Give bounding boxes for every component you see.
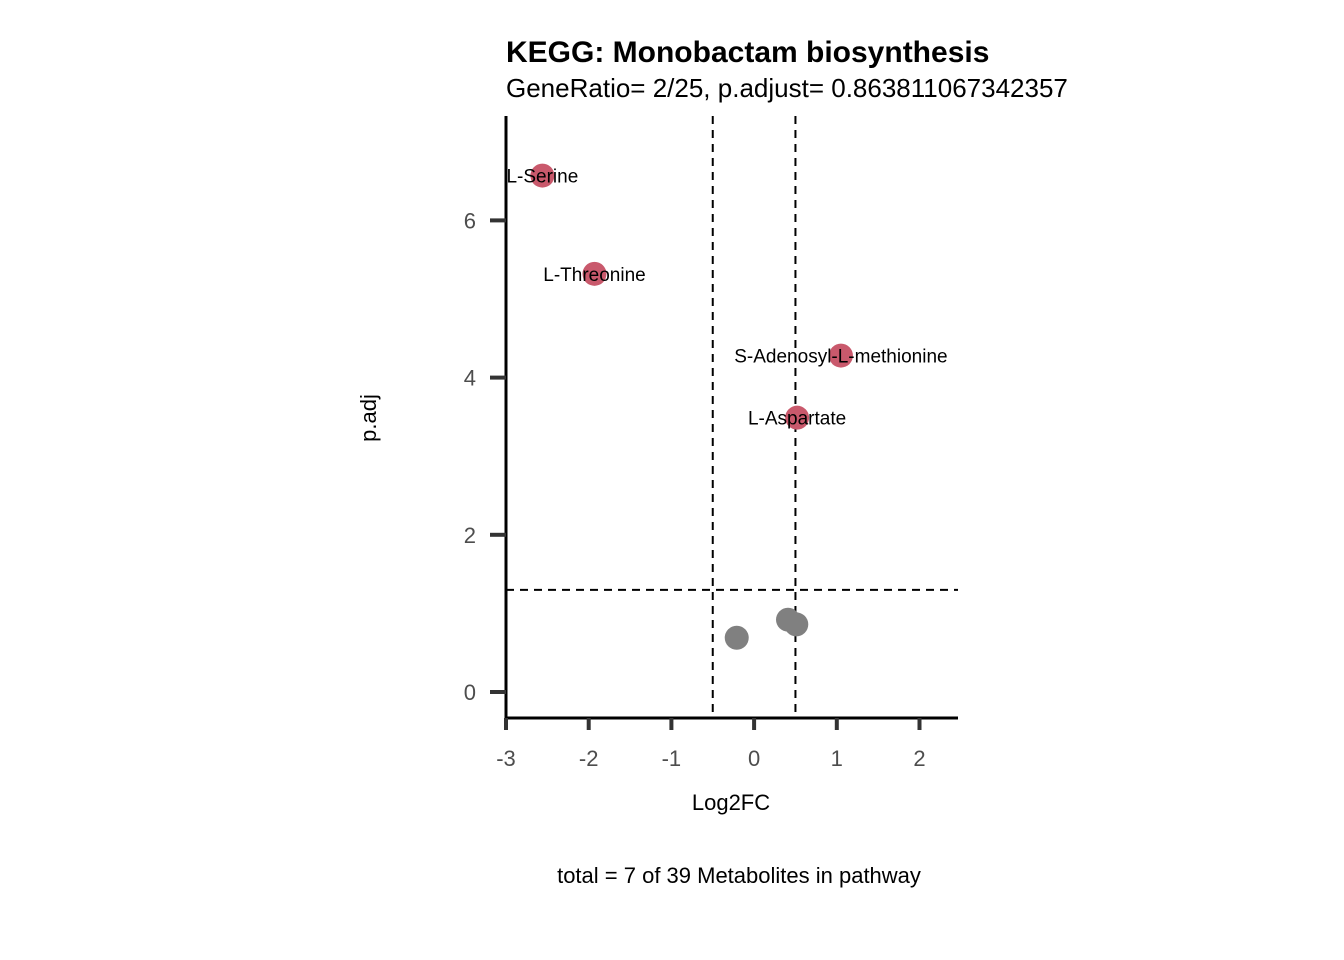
point-label: L-Threonine xyxy=(543,265,645,286)
point-label: S-Adenosyl-L-methionine xyxy=(734,347,947,368)
chart-caption: total = 7 of 39 Metabolites in pathway xyxy=(557,863,921,888)
y-tick-label: 0 xyxy=(464,680,476,705)
y-axis-ticks: 0 2 4 6 xyxy=(464,208,506,705)
x-tick-label: -1 xyxy=(662,746,682,771)
significant-point xyxy=(785,405,810,430)
y-tick-label: 2 xyxy=(464,523,476,548)
significant-point xyxy=(582,261,607,286)
x-tick-label: 1 xyxy=(831,746,843,771)
axes: -3 -2 -1 0 1 2 0 2 4 6 xyxy=(464,116,958,771)
non-significant-point xyxy=(724,625,749,650)
significant-point xyxy=(828,343,853,368)
significant-point xyxy=(530,163,555,188)
y-axis-title: p.adj xyxy=(356,394,381,442)
data-points xyxy=(530,163,853,650)
x-tick-label: -3 xyxy=(496,746,516,771)
y-tick-label: 6 xyxy=(464,208,476,233)
x-tick-label: 0 xyxy=(748,746,760,771)
chart-title: KEGG: Monobactam biosynthesis xyxy=(506,36,989,69)
chart-subtitle: GeneRatio= 2/25, p.adjust= 0.86381106734… xyxy=(506,73,1068,103)
x-tick-label: 2 xyxy=(913,746,925,771)
point-label: L-Serine xyxy=(506,167,578,188)
point-labels: L-Serine L-Threonine S-Adenosyl-L-methioni… xyxy=(506,167,947,430)
x-axis-ticks: -3 -2 -1 0 1 2 xyxy=(496,718,926,771)
non-significant-point xyxy=(784,612,809,637)
x-tick-label: -2 xyxy=(579,746,599,771)
point-label: L-Aspartate xyxy=(748,409,846,430)
x-axis-title: Log2FC xyxy=(692,790,770,815)
y-tick-label: 4 xyxy=(464,366,476,391)
